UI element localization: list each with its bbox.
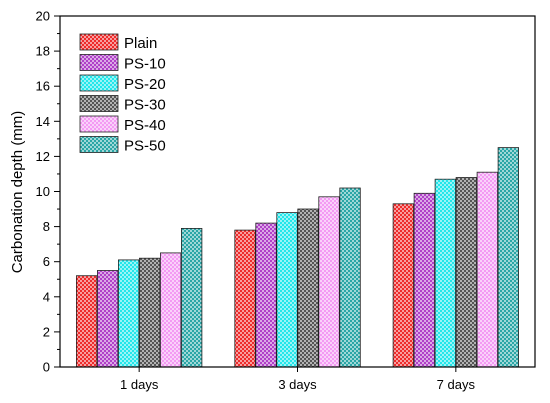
bar-ps-30-3 bbox=[455, 177, 478, 368]
legend-label-ps-20: PS-20 bbox=[124, 76, 166, 93]
x-tick-label: 3 days bbox=[278, 377, 317, 392]
x-tick-label: 7 days bbox=[437, 377, 476, 392]
legend-swatch-ps-10 bbox=[79, 54, 119, 71]
y-tick-label: 6 bbox=[43, 254, 50, 269]
legend-swatch-plain bbox=[79, 33, 119, 51]
bar-ps-20-1 bbox=[118, 259, 140, 368]
legend: Plain PS-10 PS-20 PS-30 PS-40 PS-50 bbox=[79, 33, 166, 155]
y-tick-label: 18 bbox=[36, 44, 50, 59]
y-tick-label: 0 bbox=[43, 360, 50, 375]
axes-group: 1 days 3 days 7 days 0 2 4 6 8 10 12 14 16 18 20 bbox=[36, 9, 536, 392]
legend-label-plain: Plain bbox=[124, 35, 157, 52]
y-tick-label: 12 bbox=[36, 149, 50, 164]
y-tick-label: 14 bbox=[36, 114, 50, 129]
legend-label-ps-10: PS-10 bbox=[124, 56, 166, 73]
bar-ps-40-2 bbox=[318, 196, 340, 368]
y-tick-label: 2 bbox=[43, 324, 50, 339]
bar-ps-50-2 bbox=[339, 187, 361, 368]
y-tick-label: 20 bbox=[36, 9, 50, 24]
y-tick-label: 10 bbox=[36, 184, 50, 199]
bar-ps-40-3 bbox=[476, 171, 499, 368]
bars-group bbox=[76, 147, 520, 368]
y-tick-label: 8 bbox=[43, 219, 50, 234]
y-tick-label: 16 bbox=[36, 79, 50, 94]
bar-ps-10-3 bbox=[413, 192, 436, 368]
bar-plain-1 bbox=[76, 275, 98, 368]
bar-ps-10-2 bbox=[255, 222, 277, 368]
legend-label-ps-40: PS-40 bbox=[124, 117, 166, 134]
legend-swatch-ps-50 bbox=[79, 136, 119, 153]
bar-ps-20-3 bbox=[434, 178, 457, 368]
bar-ps-20-2 bbox=[276, 212, 298, 368]
x-tick-label: 1 days bbox=[120, 377, 159, 392]
legend-label-ps-30: PS-30 bbox=[124, 97, 166, 114]
y-tick-label: 4 bbox=[43, 289, 50, 304]
bar-ps-30-2 bbox=[297, 208, 319, 368]
y-axis-title: Carbonation depth (mm) bbox=[9, 111, 26, 274]
legend-swatch-ps-30 bbox=[79, 95, 119, 112]
bar-ps-50-1 bbox=[180, 227, 203, 368]
legend-swatch-ps-20 bbox=[79, 74, 119, 92]
bar-ps-10-1 bbox=[97, 270, 119, 368]
bar-ps-40-1 bbox=[159, 252, 182, 368]
legend-swatch-ps-40 bbox=[79, 115, 119, 133]
bar-ps-30-1 bbox=[138, 257, 161, 368]
bar-plain-3 bbox=[392, 203, 415, 368]
legend-label-ps-50: PS-50 bbox=[124, 138, 166, 155]
bar-plain-2 bbox=[234, 229, 256, 368]
bar-ps-50-3 bbox=[497, 147, 520, 368]
